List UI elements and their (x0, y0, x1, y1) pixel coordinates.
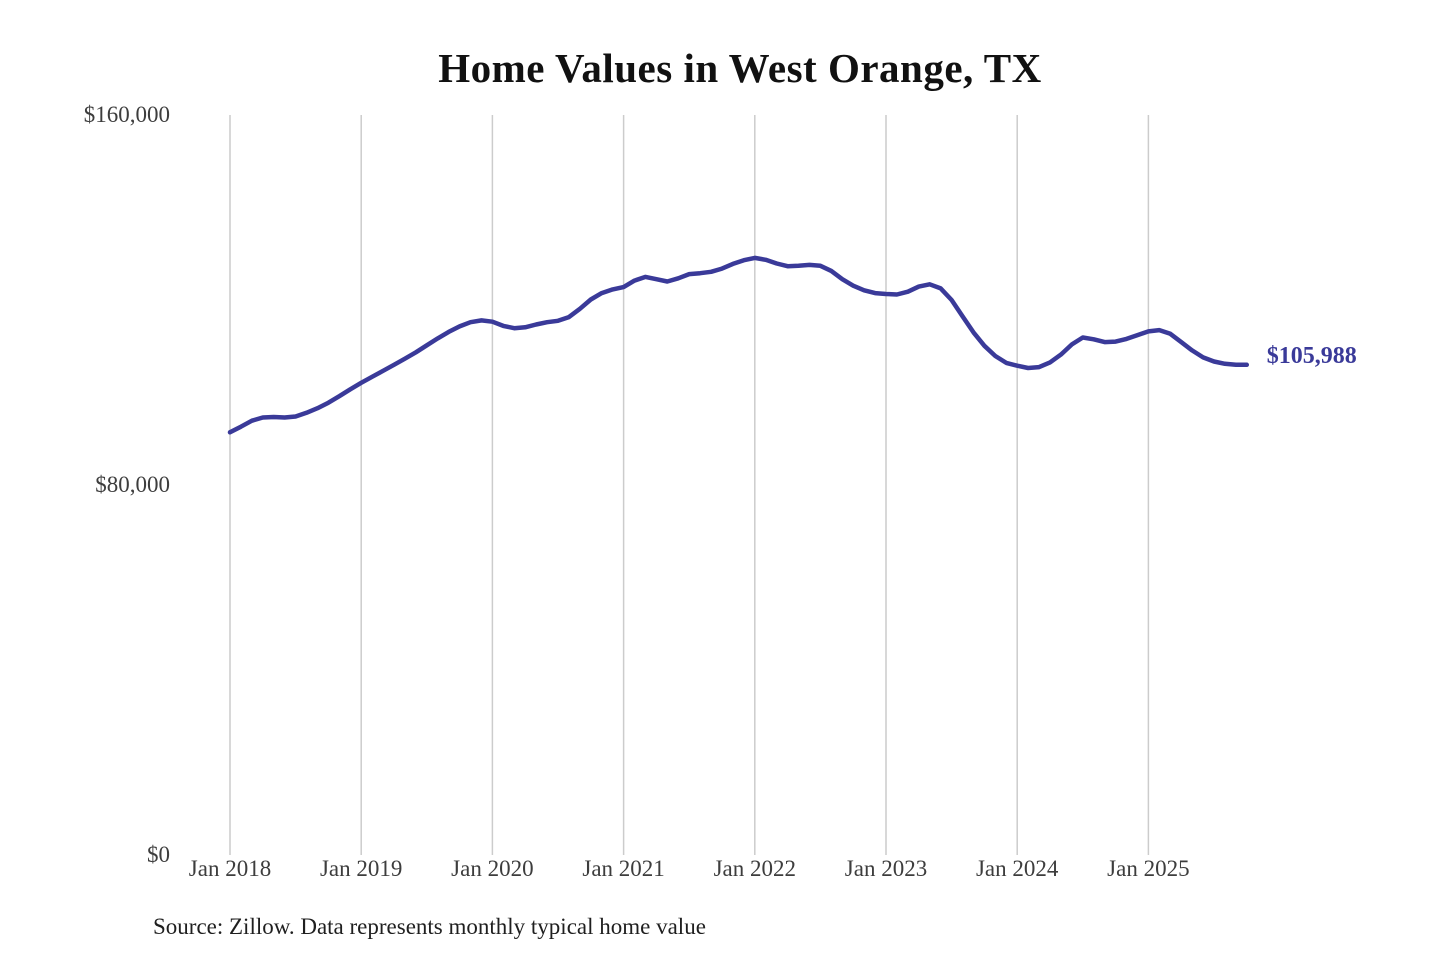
x-tick-label: Jan 2021 (582, 856, 665, 881)
chart-title: Home Values in West Orange, TX (438, 45, 1042, 91)
source-note: Source: Zillow. Data represents monthly … (153, 914, 706, 939)
x-tick-label: Jan 2018 (188, 856, 272, 881)
y-tick-label: $160,000 (83, 102, 170, 127)
y-tick-label: $0 (147, 842, 170, 867)
x-tick-label: Jan 2020 (451, 856, 534, 881)
latest-value-annotation: $105,988 (1266, 342, 1357, 369)
x-tick-label: Jan 2023 (844, 856, 928, 881)
x-tick-label: Jan 2022 (713, 856, 797, 881)
home-value-line (227, 255, 1250, 435)
y-tick-label: $80,000 (95, 472, 170, 497)
x-tick-label: Jan 2025 (1107, 856, 1190, 881)
x-tick-label: Jan 2019 (319, 856, 403, 881)
x-tick-label: Jan 2024 (975, 856, 1059, 881)
